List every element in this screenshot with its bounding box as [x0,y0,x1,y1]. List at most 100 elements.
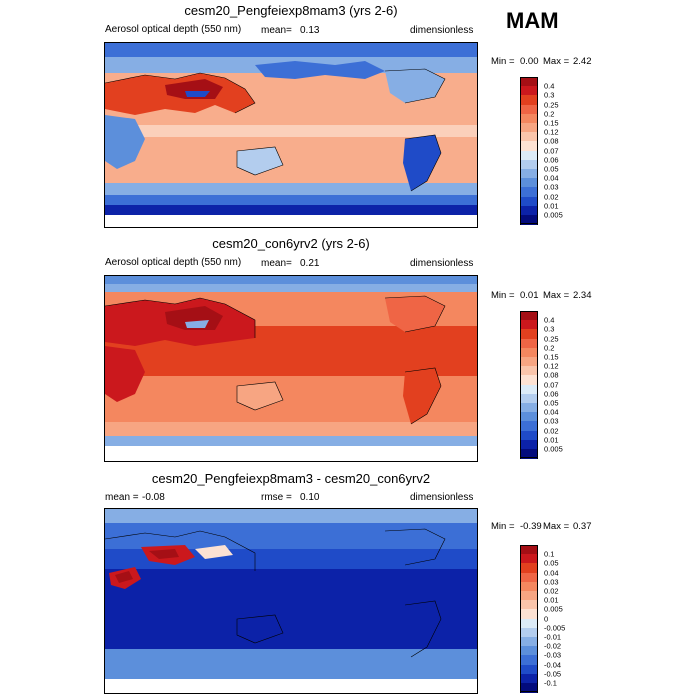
colorbar-tick-label: 0.03 [544,182,559,192]
colorbar-tick-label: 0.3 [544,324,555,334]
panel2-coastline-eurasia [105,297,256,338]
panel3-rmse-value: 0.10 [300,492,320,503]
colorbar-tick-label: 0.005 [544,604,563,614]
panel1-arctic-band-dark [105,43,477,57]
panel2-coastline-north-america [384,295,446,333]
panel2-mean-value: 0.21 [300,258,320,269]
panel2-arctic-band-dark [105,276,477,284]
panel2-units: dimensionless [410,258,474,269]
panel2-variable-label: Aerosol optical depth (550 nm) [105,257,242,268]
panel3-rmse-label: rmse = [261,492,292,503]
colorbar-tick-label: -0.03 [544,650,562,660]
panel3-coastline-south-america [404,600,442,658]
panel1-antarctica-mask [105,215,477,227]
colorbar-tick-label: 0.25 [544,100,559,110]
panel1-max-text: Max = [543,56,570,67]
colorbar-tick-label: 0.4 [544,81,555,91]
panel1-coastline-australia [236,146,284,176]
panel2-min-value: 0.01 [520,290,539,301]
panel3-coastline-eurasia [105,530,256,571]
panel1-map-svg [105,43,477,227]
colorbar-tick-label: 0.03 [544,416,559,426]
colorbar-tick-label: 0.03 [544,577,559,587]
panel1-coastline-eurasia [105,72,256,114]
colorbar-tick-label: 0.25 [544,334,559,344]
colorbar-tick-label: 0.06 [544,389,559,399]
colorbar-tick-label: -0.01 [544,632,562,642]
panel1-variable-label: Aerosol optical depth (550 nm) [105,24,242,35]
panel2-tibet-low [185,320,209,328]
panel3-antarctica-mask [105,679,477,693]
colorbar-tick-label: 0.04 [544,173,559,183]
panel3-min-text: Min = [491,521,515,532]
colorbar-tick-label: 0.2 [544,109,555,119]
panel3-tropics-dark [105,569,477,649]
panel2-southern-band-mid [105,436,477,446]
panel1-title: cesm20_Pengfeiexp8mam3 (yrs 2-6) [184,3,398,18]
colorbar-swatch [520,215,538,225]
colorbar-tick-label: -0.05 [544,669,562,679]
panel3-units: dimensionless [410,492,474,503]
colorbar-tick-label: 0.05 [544,398,559,408]
colorbar-tick-label: 0.15 [544,352,559,362]
panel3-central-asia-max [149,549,179,559]
panel2-southern-band [105,422,477,436]
colorbar-tick-label: 0.07 [544,380,559,390]
panel2-south-america [403,368,441,424]
colorbar-tick-label: 0.4 [544,315,555,325]
panel1-coastline-south-america [404,134,442,192]
colorbar-tick-label: 0.04 [544,568,559,578]
panel1-arctic-land [255,61,385,79]
colorbar-tick-label: 0.005 [544,210,563,220]
colorbar-tick-label: 0.04 [544,407,559,417]
panel1-north-america [385,69,445,103]
colorbar-tick-label: 0 [544,614,549,624]
colorbar-tick-label: 0.1 [544,549,555,559]
colorbar-tick-label: 0.05 [544,164,559,174]
panel2-central-asia-max [165,306,223,330]
panel2-max-value: 2.34 [573,290,592,301]
colorbar-tick-label: 0.2 [544,343,555,353]
panel1-colorbar: 0.4 0.3 0.25 0.2 0.15 0.12 0.08 0.07 0.06 0.05 0.0… [520,77,600,225]
panel2-north-america [385,296,445,332]
panel1-africa [105,115,145,169]
colorbar-tick-label: 0.15 [544,118,559,128]
colorbar-swatch [520,449,538,459]
panel3-arctic-light [105,509,477,523]
colorbar-tick-label: -0.02 [544,641,562,651]
colorbar-tick-label: 0.005 [544,444,563,454]
panel1-southern-band-dark [105,205,477,215]
panel1-map [104,42,478,228]
panel3-map [104,508,478,694]
panel3-map-svg [105,509,477,693]
panel2-coastline-south-america [404,367,442,425]
panel2-map-svg [105,276,477,461]
panel2-title: cesm20_con6yrv2 (yrs 2-6) [212,236,370,251]
panel1-max-value: 2.42 [573,56,592,67]
panel1-mean-label: mean= [261,25,292,36]
panel2-coastline-australia [236,381,284,411]
panel1-tropical-band [105,125,477,137]
panel3-coastline-australia [236,614,284,644]
colorbar-tick-label: 0.01 [544,595,559,605]
colorbar-tick-label: 0.02 [544,586,559,596]
panel2-africa [105,346,145,402]
panel3-max-value: 0.37 [573,521,592,532]
panel1-australia [237,147,283,175]
panel2-min-text: Min = [491,290,515,301]
panel3-southern-mid [105,649,477,679]
panel3-colorbar: 0.1 0.05 0.04 0.03 0.02 0.01 0.005 0 -0.005 -0.01… [520,545,600,693]
panel3-east-asia-near-zero [195,545,233,559]
colorbar-tick-label: 0.12 [544,361,559,371]
season-label: MAM [506,8,559,33]
colorbar-tick-label: -0.1 [544,678,557,688]
colorbar-tick-label: 0.05 [544,558,559,568]
panel3-min-value: -0.39 [520,521,542,532]
colorbar-tick-label: 0.02 [544,192,559,202]
colorbar-tick-label: 0.02 [544,426,559,436]
panel1-coastline-north-america [384,68,446,104]
panel2-australia [237,382,283,410]
panel1-mean-value: 0.13 [300,25,320,36]
panel1-units: dimensionless [410,25,474,36]
panel3-coastline-north-america [384,528,446,566]
